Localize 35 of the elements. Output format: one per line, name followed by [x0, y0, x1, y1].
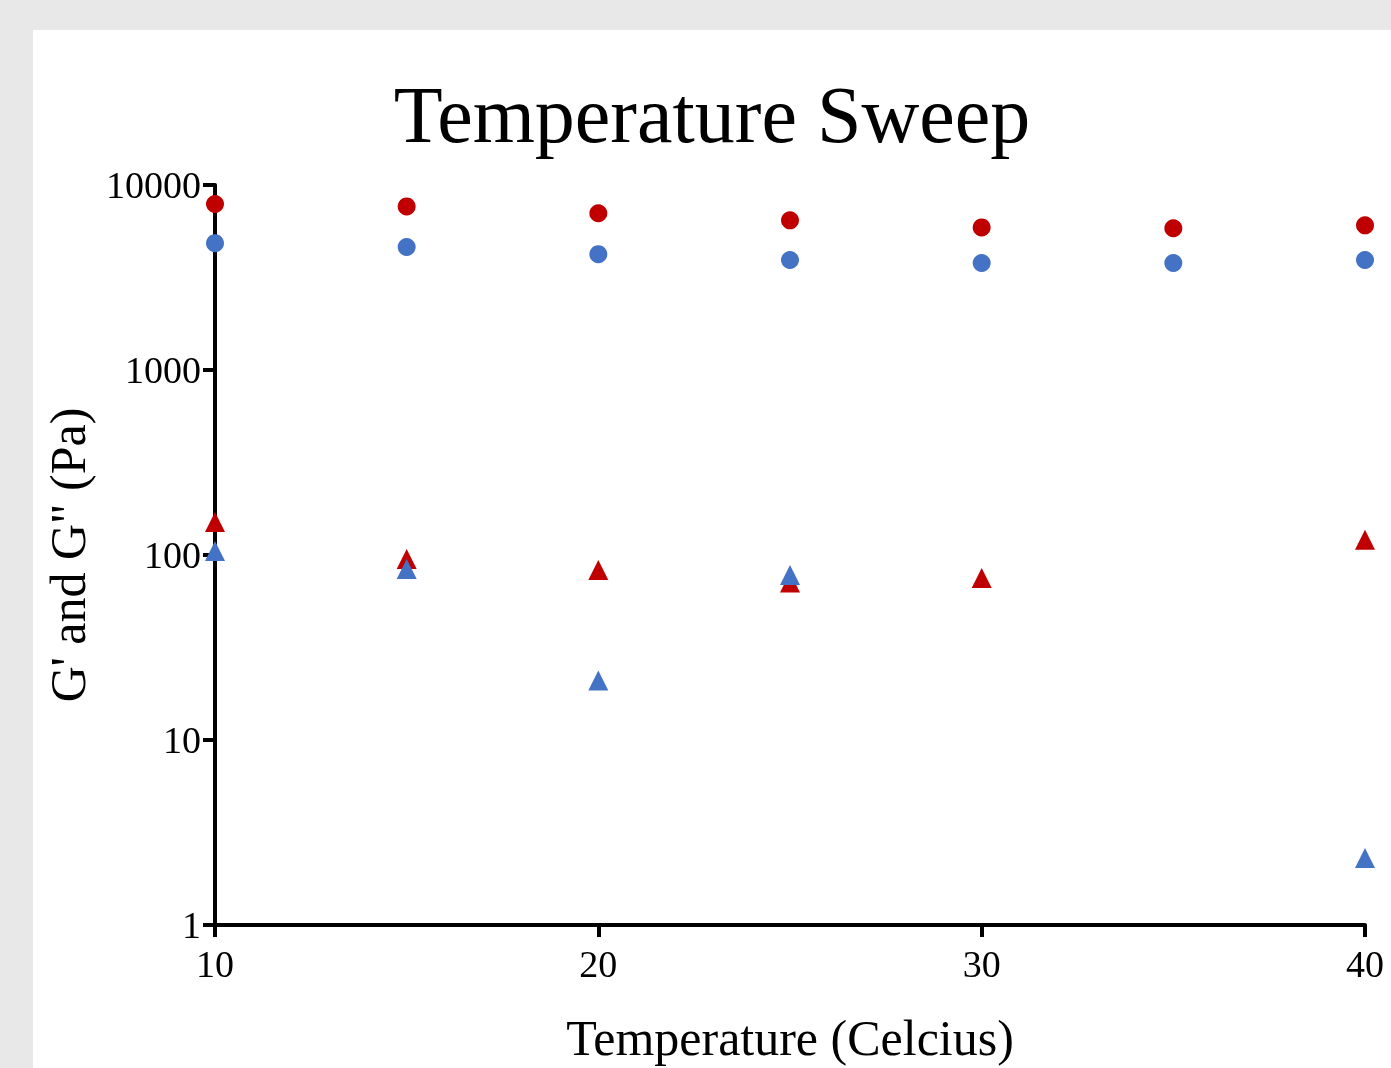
point — [206, 194, 224, 213]
point — [589, 204, 608, 223]
point — [1356, 216, 1374, 235]
point — [781, 251, 799, 270]
point — [972, 253, 991, 272]
point — [971, 568, 992, 589]
point — [205, 511, 225, 532]
chart-title: Temperature Sweep — [393, 71, 1031, 159]
point — [1164, 253, 1183, 272]
y-axis-title: G' and G" (Pa) — [40, 407, 96, 703]
point — [397, 197, 416, 216]
point — [1355, 529, 1375, 550]
point — [780, 564, 800, 585]
point — [1164, 219, 1183, 238]
point — [588, 559, 609, 580]
x-tick-label: 20 — [579, 943, 618, 985]
x-tick-label: 40 — [1346, 943, 1384, 985]
y-tick-label: 1000 — [125, 349, 201, 391]
point — [588, 670, 609, 691]
point — [781, 211, 799, 230]
x-axis-title: Temperature (Celcius) — [566, 1010, 1014, 1066]
point — [972, 218, 991, 237]
point — [396, 559, 417, 580]
point — [397, 238, 416, 257]
point — [1356, 251, 1374, 270]
point — [1355, 848, 1375, 869]
y-tick-label: 10000 — [106, 164, 201, 206]
x-tick-label: 30 — [962, 943, 1001, 985]
y-tick-label: 100 — [144, 534, 201, 576]
point — [206, 234, 224, 253]
x-tick-label: 10 — [196, 943, 234, 985]
y-tick-label: 1 — [182, 904, 201, 946]
point — [205, 541, 225, 562]
y-tick-label: 10 — [163, 719, 201, 761]
point — [589, 245, 608, 264]
